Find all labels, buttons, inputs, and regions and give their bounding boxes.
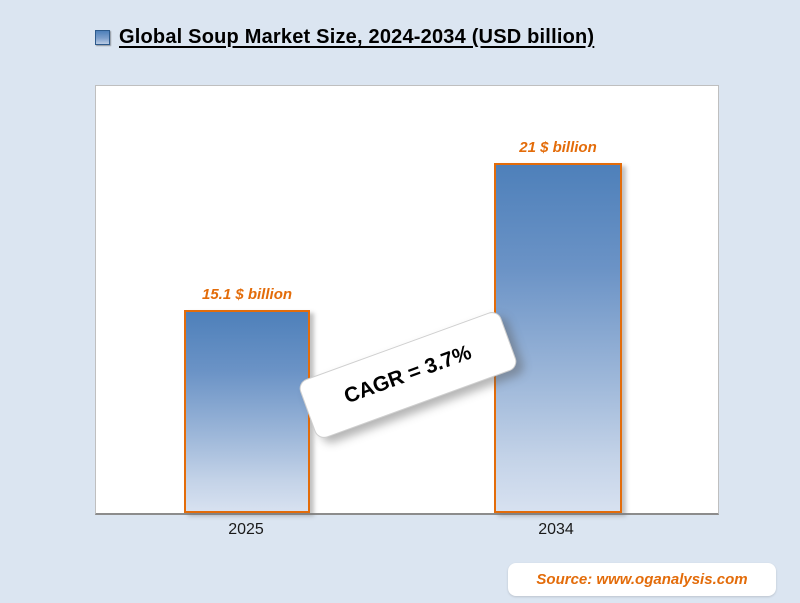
source-box: Source: www.oganalysis.com: [508, 563, 776, 596]
bar-2025: [184, 310, 310, 513]
legend-swatch-icon: [95, 30, 110, 45]
bar-value-label-2025: 15.1 $ billion: [201, 286, 293, 303]
source-text: Source: www.oganalysis.com: [536, 571, 748, 588]
bar-2034: [494, 163, 622, 513]
chart-title-row: Global Soup Market Size, 2024-2034 (USD …: [95, 26, 594, 49]
bar-value-label-2034: 21 $ billion: [519, 139, 597, 156]
chart-title: Global Soup Market Size, 2024-2034 (USD …: [119, 26, 595, 48]
x-tick-2034: 2034: [538, 521, 574, 538]
plot-area: 15.1 $ billion 21 $ billion CAGR = 3.7%: [95, 85, 719, 515]
bar-group-2034: 21 $ billion: [494, 139, 622, 513]
x-tick-2025: 2025: [228, 521, 264, 538]
cagr-annotation-badge: CAGR = 3.7%: [296, 309, 520, 441]
bar-group-2025: 15.1 $ billion: [184, 286, 310, 513]
cagr-text: CAGR = 3.7%: [341, 340, 475, 409]
